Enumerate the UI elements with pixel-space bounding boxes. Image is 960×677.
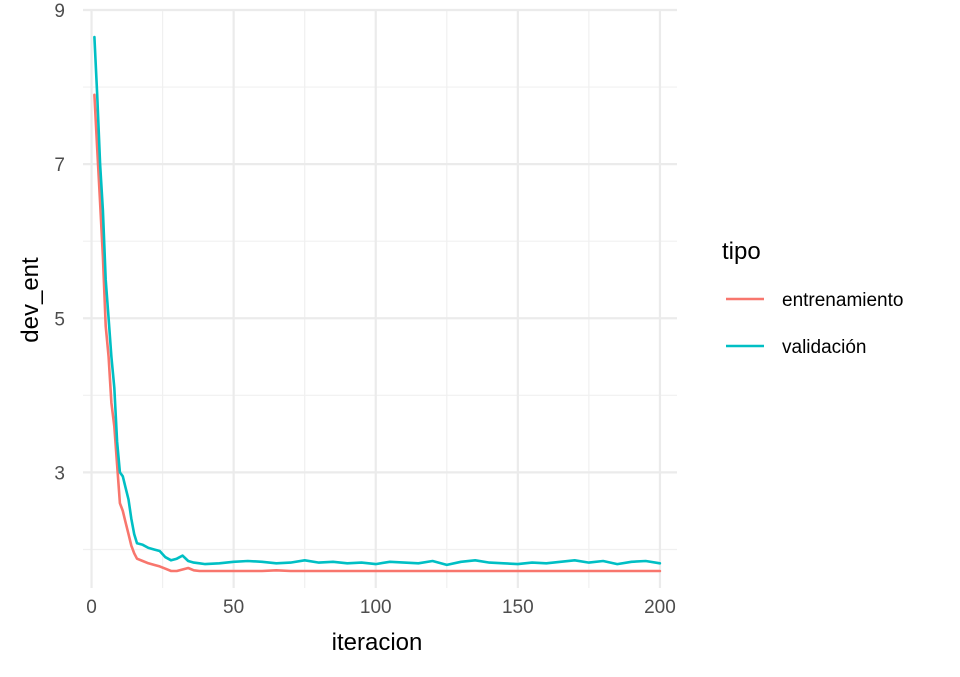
x-tick-label: 150 (502, 597, 534, 618)
legend-items: entrenamiento validación (726, 290, 903, 358)
y-tick-label: 3 (54, 463, 65, 484)
series-line-validacion (93, 35, 662, 567)
minor-gridlines (83, 10, 677, 588)
legend: tipo entrenamiento validación (722, 238, 903, 358)
series-layer (93, 35, 662, 573)
x-tick-label: 0 (86, 597, 97, 618)
legend-title: tipo (722, 238, 761, 265)
y-tick-label: 5 (54, 309, 65, 330)
series-line-entrenamiento (93, 93, 662, 573)
y-tick-label: 9 (54, 1, 65, 22)
x-tick-label: 200 (644, 597, 676, 618)
x-axis-title: iteracion (332, 629, 423, 656)
major-gridlines (83, 8, 677, 588)
legend-label: validación (782, 337, 867, 358)
y-tick-label: 7 (54, 155, 65, 176)
x-tick-label: 50 (223, 597, 244, 618)
legend-label: entrenamiento (782, 290, 903, 311)
y-axis-title: dev_ent (17, 257, 44, 343)
x-axis-ticks: 0 50 100 150 200 (86, 597, 676, 618)
x-tick-label: 100 (360, 597, 392, 618)
y-axis-ticks: 3 5 7 9 (54, 1, 65, 484)
